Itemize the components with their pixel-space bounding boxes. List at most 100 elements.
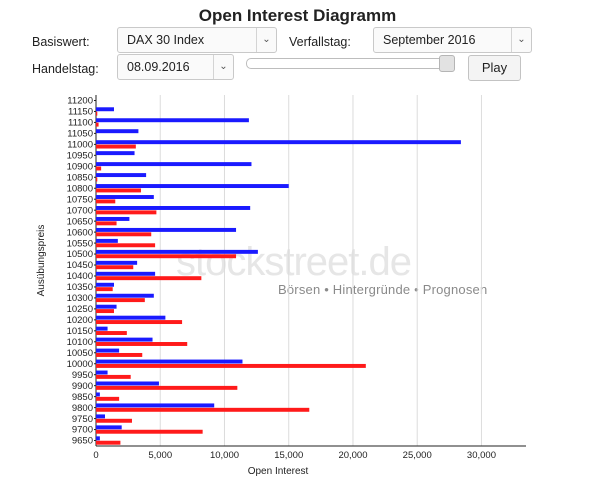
put-bar — [96, 111, 98, 116]
put-bar — [96, 144, 136, 149]
y-tick-label: 10400 — [67, 271, 93, 282]
y-tick-label: 10700 — [67, 205, 93, 216]
y-tick-label: 9900 — [72, 381, 93, 392]
y-tick-label: 10050 — [67, 348, 93, 359]
put-bar — [96, 407, 310, 412]
call-bar — [96, 304, 117, 309]
y-tick-label: 9750 — [72, 414, 93, 425]
call-bar — [96, 162, 252, 167]
put-bar — [96, 320, 183, 325]
call-bar — [96, 238, 118, 243]
put-bar — [96, 199, 116, 204]
x-axis-title: Open Interest — [248, 466, 309, 477]
y-tick-label: 10750 — [67, 194, 93, 205]
y-tick-label: 10350 — [67, 282, 93, 293]
call-bar — [96, 151, 135, 156]
put-bar — [96, 298, 145, 303]
put-bar — [96, 374, 131, 379]
call-bar — [96, 206, 251, 210]
x-tick-label: 15,000 — [274, 450, 303, 461]
call-bar — [96, 326, 108, 331]
verfallstag-value: September 2016 — [383, 33, 476, 47]
put-bar — [96, 429, 203, 434]
y-tick-label: 9850 — [72, 392, 93, 403]
y-tick-label: 10150 — [67, 326, 93, 337]
put-bar — [96, 221, 117, 226]
play-button[interactable]: Play — [468, 55, 521, 81]
y-tick-label: 10450 — [67, 260, 93, 271]
put-bar — [96, 177, 98, 182]
y-tick-label: 11000 — [67, 140, 93, 151]
put-bar — [96, 385, 238, 390]
date-slider-handle[interactable] — [439, 55, 455, 72]
put-bar — [96, 122, 99, 127]
put-bar — [96, 309, 114, 314]
x-tick-label: 25,000 — [403, 450, 432, 461]
x-tick-label: 5,000 — [148, 450, 172, 461]
y-tick-label: 9700 — [72, 425, 93, 436]
put-bar — [96, 342, 188, 346]
x-tick-label: 10,000 — [210, 450, 239, 461]
call-bar — [96, 249, 258, 254]
y-tick-label: 10800 — [67, 183, 93, 194]
put-bar — [96, 243, 156, 248]
y-tick-label: 10550 — [67, 238, 93, 249]
y-tick-label: 10300 — [67, 293, 93, 304]
call-bar — [96, 195, 154, 199]
call-bar — [96, 315, 166, 320]
put-bar — [96, 166, 102, 171]
y-tick-label: 11200 — [67, 96, 93, 107]
y-tick-label: 10250 — [67, 304, 93, 315]
call-bar — [96, 436, 100, 441]
watermark-logo: stockstreet.de — [176, 240, 412, 284]
put-bar — [96, 287, 113, 292]
handelstag-select[interactable]: 08.09.2016 ⌄ — [117, 54, 234, 80]
handelstag-value: 08.09.2016 — [127, 60, 190, 74]
put-bar — [96, 188, 141, 193]
call-bar — [96, 282, 114, 287]
put-bar — [96, 352, 143, 357]
call-bar — [96, 370, 108, 375]
put-bar — [96, 276, 202, 281]
call-bar — [96, 337, 153, 342]
watermark-tagline: Börsen • Hintergründe • Prognosen — [278, 282, 488, 297]
y-tick-label: 10100 — [67, 337, 93, 348]
call-bar — [96, 271, 156, 276]
put-bar — [96, 440, 121, 445]
y-tick-label: 11100 — [68, 118, 93, 129]
call-bar — [96, 173, 147, 178]
put-bar — [96, 363, 366, 368]
call-bar — [96, 107, 114, 112]
y-tick-label: 10500 — [67, 249, 93, 260]
chevron-down-icon: ⌄ — [213, 55, 233, 79]
call-bar — [96, 129, 139, 134]
x-tick-label: 0 — [93, 450, 98, 461]
call-bar — [96, 403, 215, 408]
call-bar — [96, 348, 120, 353]
page-title: Open Interest Diagramm — [198, 6, 397, 25]
call-bar — [96, 216, 130, 221]
call-bar — [96, 227, 237, 232]
chevron-down-icon: ⌄ — [511, 28, 531, 52]
x-tick-label: 30,000 — [467, 450, 496, 461]
verfallstag-select[interactable]: September 2016 ⌄ — [373, 27, 532, 53]
put-bar — [96, 265, 134, 270]
call-bar — [96, 392, 100, 397]
y-tick-label: 10650 — [67, 216, 93, 227]
y-tick-label: 11150 — [68, 107, 93, 118]
put-bar — [96, 210, 157, 215]
call-bar — [96, 260, 138, 265]
put-bar — [96, 254, 237, 259]
basiswert-value: DAX 30 Index — [127, 33, 205, 47]
y-tick-label: 9950 — [72, 370, 93, 381]
y-tick-label: 9800 — [72, 403, 93, 414]
put-bar — [96, 331, 127, 335]
basiswert-select[interactable]: DAX 30 Index ⌄ — [117, 27, 277, 53]
y-tick-label: 10600 — [67, 227, 93, 238]
call-bar — [96, 425, 122, 430]
handelstag-label: Handelstag: — [32, 62, 99, 76]
y-tick-label: 11050 — [67, 129, 93, 140]
put-bar — [96, 396, 120, 401]
y-tick-label: 10000 — [67, 359, 93, 370]
call-bar — [96, 359, 243, 364]
